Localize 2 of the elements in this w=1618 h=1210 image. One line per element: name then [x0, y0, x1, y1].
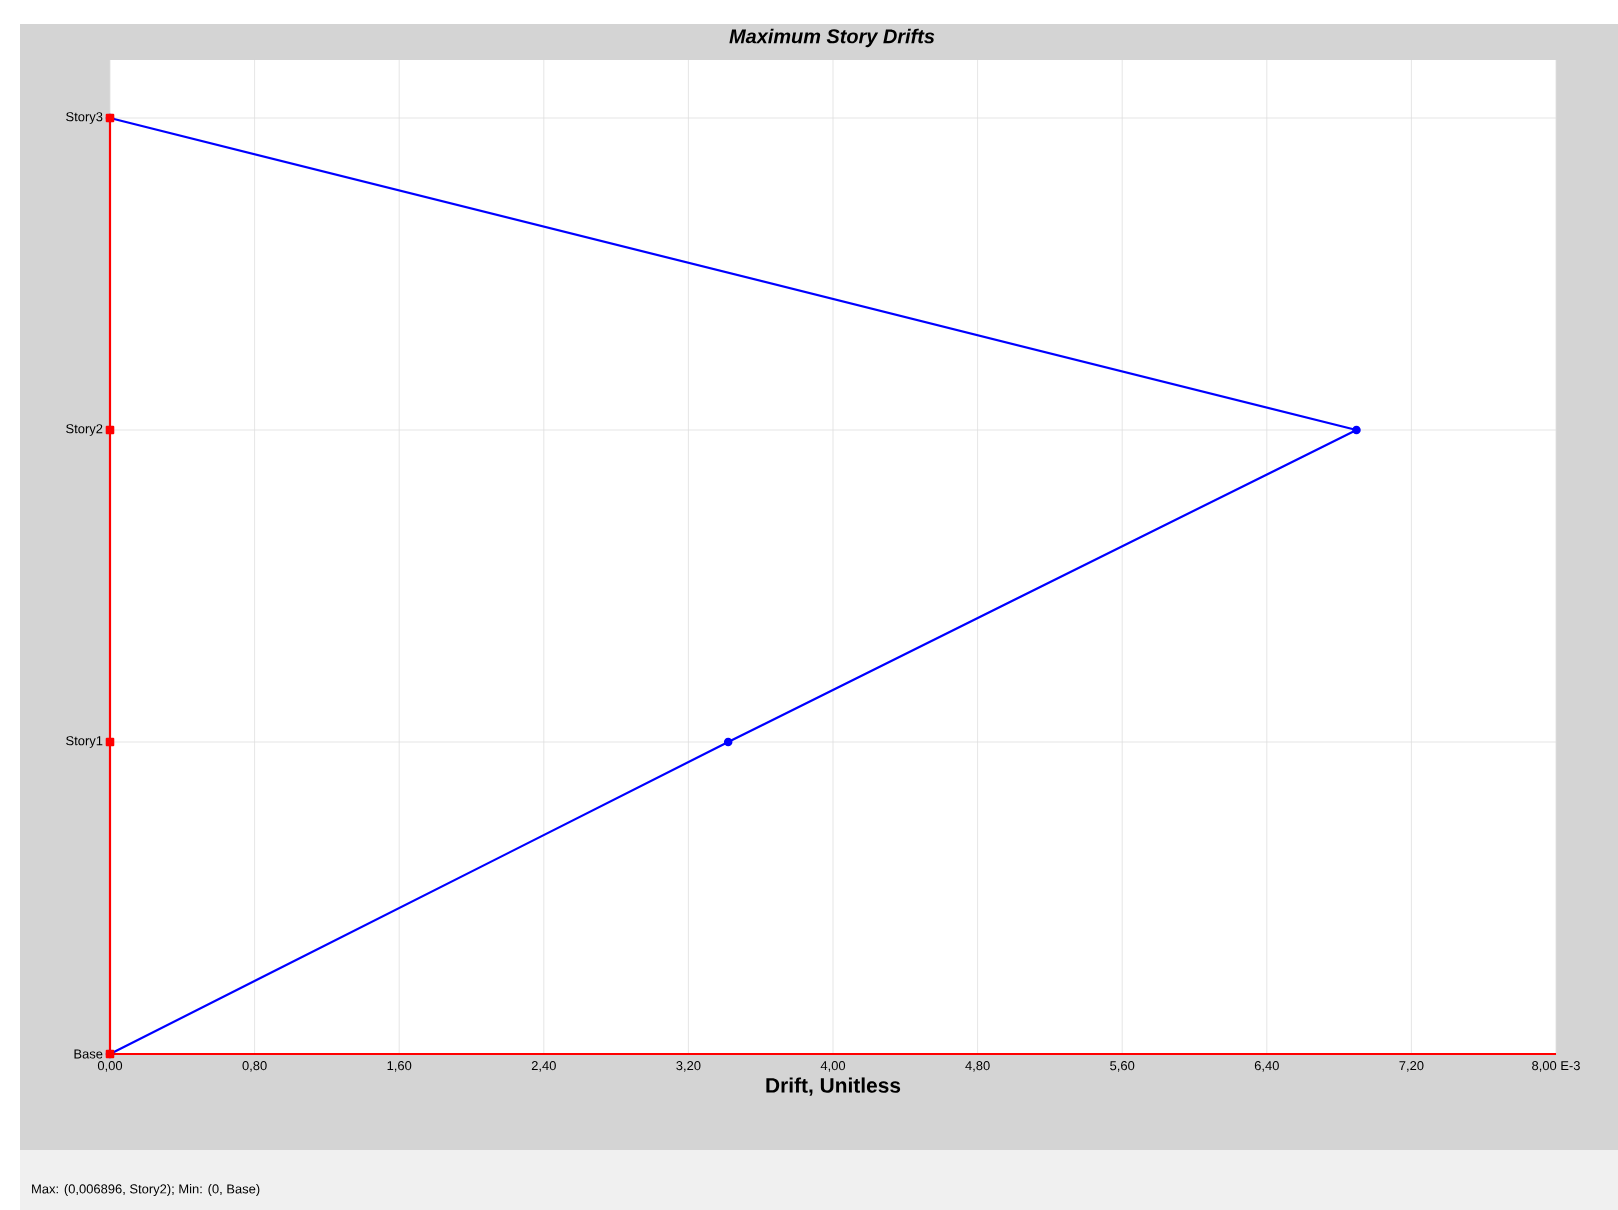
chart-title: Maximum Story Drifts [729, 28, 935, 48]
x-axis-title: Drift, Unitless [766, 1077, 901, 1096]
